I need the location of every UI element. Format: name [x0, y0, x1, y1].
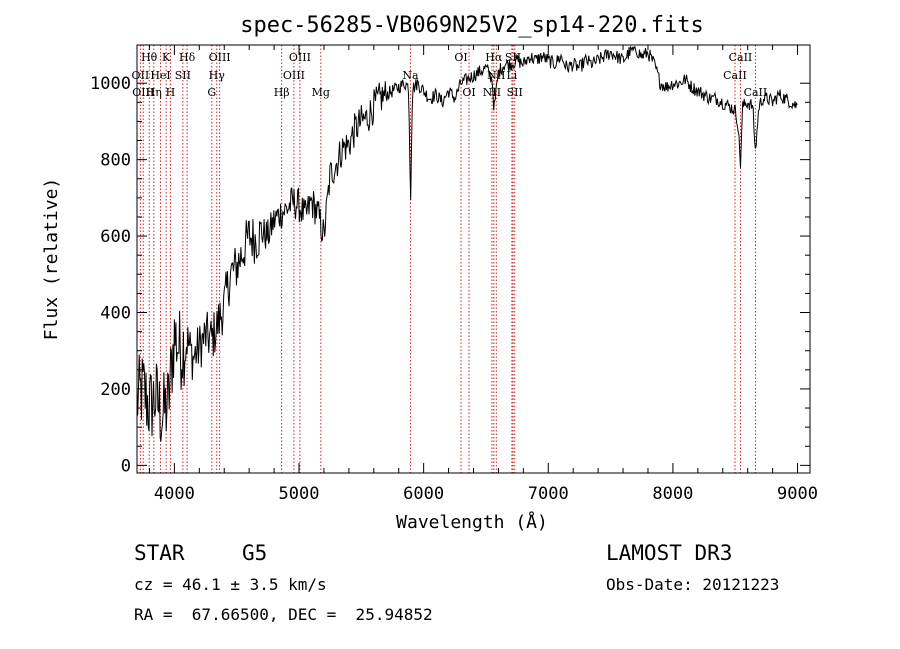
x-tick-label: 7000	[528, 484, 569, 504]
y-tick-label: 800	[100, 151, 131, 171]
spectral-line-label: Hδ	[179, 51, 196, 64]
chart-title: spec-56285-VB069N25V2_sp14-220.fits	[240, 13, 704, 38]
spectral-line-label: Hθ	[141, 51, 158, 64]
plot-frame	[136, 44, 811, 474]
y-tick-label: 1000	[90, 74, 131, 94]
spectral-line-label: NII	[483, 86, 501, 99]
spectral-line-label: Hα	[485, 51, 503, 64]
y-tick-label: 200	[100, 380, 131, 400]
x-tick-label: 8000	[652, 484, 693, 504]
spectral-line-label: Hγ	[209, 69, 226, 82]
spectral-line-label: Li	[506, 69, 517, 82]
spectral-line-label: Na	[402, 69, 419, 82]
spectral-line-label: Hη	[146, 86, 162, 99]
coordinates-text: RA = 67.66500, DEC = 25.94852	[134, 605, 433, 624]
spectral-line-label: CaII	[744, 86, 768, 99]
spectral-line-label: SII	[175, 69, 191, 82]
spectral-line-label: HeI	[150, 69, 170, 82]
spectral-lines	[139, 45, 756, 473]
y-tick-label: 400	[100, 304, 131, 324]
spectrum-line	[136, 45, 798, 442]
spectral-line-label: SII	[507, 86, 523, 99]
spectral-line-label: OI	[454, 51, 467, 64]
survey-name: LAMOST DR3	[606, 541, 733, 565]
x-tick-label: 9000	[777, 484, 818, 504]
spectral-line-label: H	[166, 86, 176, 99]
spectral-line-label: OIII	[289, 51, 311, 64]
y-tick-label: 0	[121, 456, 131, 476]
x-tick-label: 4000	[154, 484, 195, 504]
x-tick-label: 6000	[403, 484, 444, 504]
spectral-line-label: NII	[487, 69, 505, 82]
spectral-line-label: SII	[505, 51, 521, 64]
axis-ticks: 4000 5000 6000 7000 8000 9000 0 200 400 600 800 100…	[90, 45, 818, 504]
spectral-line-labels: OII OIII Hθ Hη HeI K H SII Hδ G Hγ OIII Hβ OIII OIII Mg…	[132, 51, 768, 99]
spectral-line-label: G	[207, 86, 216, 99]
spectrum-series	[136, 45, 798, 442]
spectral-line-label: OI	[462, 86, 475, 99]
x-axis-title: Wavelength (Å)	[396, 511, 548, 533]
spectral-line-label: OIII	[132, 86, 154, 99]
x-tick-label: 5000	[279, 484, 320, 504]
object-class: STAR	[134, 541, 185, 565]
spectral-line-label: K	[162, 51, 171, 64]
spectral-line-label: Mg	[312, 86, 330, 99]
y-tick-label: 600	[100, 227, 131, 247]
spectral-line-label: OIII	[283, 69, 305, 82]
spectral-line-label: OII	[132, 69, 150, 82]
y-axis-title: Flux (relative)	[41, 178, 62, 341]
spectral-line-label: OIII	[209, 51, 231, 64]
spectral-line-label: Hβ	[274, 86, 290, 99]
redshift-text: cz = 46.1 ± 3.5 km/s	[134, 575, 327, 594]
spectral-line-label: CaII	[723, 69, 747, 82]
obs-date-text: Obs-Date: 20121223	[606, 575, 780, 594]
spectral-line-label: CaII	[729, 51, 753, 64]
object-subclass: G5	[242, 541, 268, 565]
